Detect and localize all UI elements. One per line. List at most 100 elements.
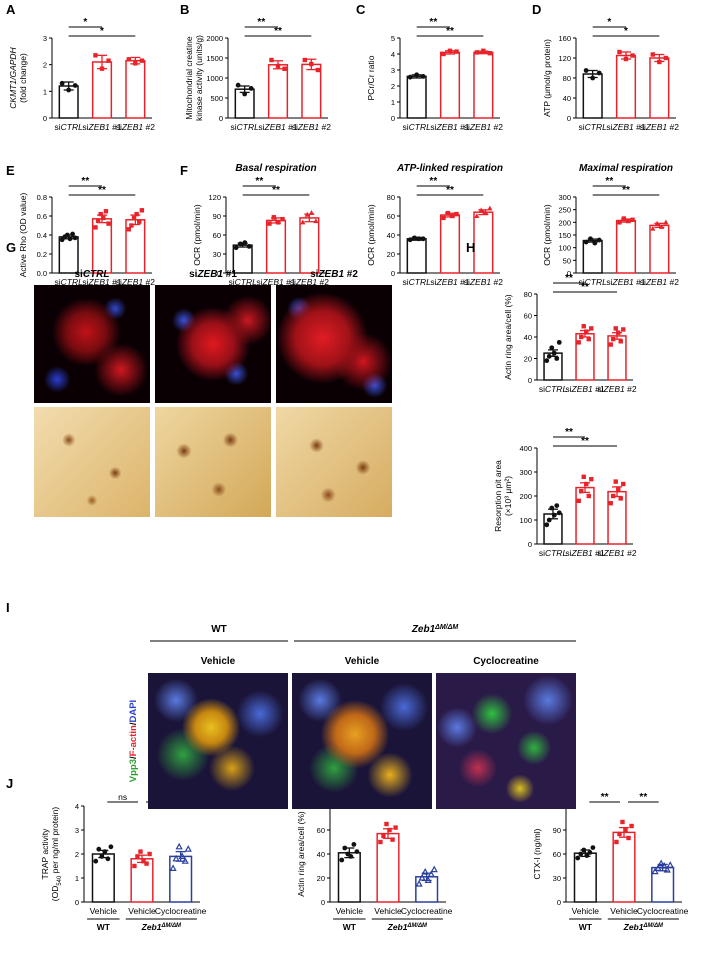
data-point: [620, 819, 625, 825]
data-point: [650, 225, 656, 231]
label-part: si: [402, 277, 408, 287]
y-tick-label: 300: [519, 468, 532, 477]
data-point: [169, 864, 177, 871]
x-tick-label: Cyclocreatine: [401, 906, 453, 916]
label-part: si: [464, 277, 470, 287]
data-point: [621, 481, 626, 487]
data-point: [407, 237, 413, 243]
label-part: si: [430, 277, 436, 287]
bar: [439, 51, 461, 119]
data-point: [354, 849, 360, 854]
data-point: [611, 336, 616, 342]
label-part: ZEB1: [295, 277, 318, 287]
data-point: [626, 835, 631, 841]
x-tick-label: siZEB1 #2: [464, 277, 503, 287]
data-point: [578, 851, 584, 857]
data-point: [144, 861, 149, 866]
data-point: [625, 218, 631, 224]
y-tick-label: 100: [558, 244, 571, 253]
data-point: [393, 825, 398, 830]
data-point: [576, 498, 581, 503]
bar: [615, 54, 637, 119]
data-point: [134, 211, 139, 217]
data-point: [657, 59, 662, 65]
x-tick-label: Cyclocreatine: [155, 906, 207, 916]
data-point: [137, 219, 142, 224]
data-point: [441, 51, 446, 57]
y-tick-label: 80: [387, 193, 395, 202]
x-tick-label: siCTRL: [230, 122, 259, 132]
data-point: [581, 847, 587, 853]
label-part: si: [74, 269, 83, 280]
sig-label: **: [565, 427, 573, 438]
y-axis-label: Mitochondrial creatine: [184, 36, 194, 119]
data-point: [618, 496, 623, 501]
data-point: [630, 217, 635, 222]
label-part: ZEB1: [121, 122, 144, 132]
label-part: F-actin: [128, 725, 139, 756]
data-point: [546, 353, 552, 359]
x-tick-label: siZEB1 #1: [565, 384, 604, 394]
panel-letter-C: C: [356, 2, 366, 17]
data-point: [544, 358, 550, 364]
y-tick-label: 1: [75, 874, 79, 883]
y-tick-label: 0: [557, 898, 561, 907]
data-point: [233, 245, 239, 251]
data-point: [623, 56, 629, 62]
y-tick-label: 60: [553, 850, 561, 859]
data-point: [654, 220, 660, 226]
data-point: [175, 842, 183, 850]
group-label: WT: [97, 922, 111, 932]
x-tick-label: siCTRL: [402, 122, 431, 132]
data-point: [93, 53, 98, 58]
sig-label: **: [581, 282, 589, 293]
data-point: [181, 857, 189, 864]
x-tick-label: siZEB1 #2: [290, 277, 329, 287]
y-axis-label: PCr/Cr ratio: [366, 55, 376, 100]
y-axis-label: OCR (pmol/min): [542, 204, 552, 266]
data-point: [616, 486, 621, 491]
data-point: [441, 215, 446, 221]
y-tick-label: 50: [563, 256, 571, 265]
x-tick-label: siZEB1 #2: [116, 122, 155, 132]
label-part: ZEB1: [469, 122, 492, 132]
data-point: [481, 48, 486, 53]
data-point: [613, 326, 618, 331]
y-tick-label: 0: [75, 898, 79, 907]
y-tick-label: 200: [558, 218, 571, 227]
data-point: [282, 66, 287, 71]
data-point: [275, 63, 281, 69]
y-tick-label: 2: [43, 61, 47, 70]
y-axis-label: CKMT1/GAPDH: [8, 46, 18, 108]
data-point: [658, 224, 665, 229]
data-point: [621, 216, 627, 221]
label-part: ZEB1: [297, 122, 320, 132]
data-point: [654, 864, 662, 871]
bar: [582, 239, 603, 274]
label-part: CTRL: [409, 122, 431, 132]
label-part: si: [430, 122, 436, 132]
data-point: [308, 210, 315, 215]
label-part: ΔM/ΔM: [160, 923, 182, 929]
data-point: [342, 845, 348, 851]
x-tick-label: Vehicle: [128, 906, 156, 916]
chart-K: 020406080VehicleVehicleCyclocreatineWTZe…: [296, 792, 453, 932]
y-tick-label: 0.0: [37, 269, 47, 278]
data-point: [588, 236, 593, 242]
x-tick-label: siZEB1 #1: [430, 277, 469, 287]
data-point: [663, 219, 669, 225]
label-part: ZEB1: [603, 548, 626, 558]
data-point: [133, 61, 138, 66]
x-tick-label: Vehicle: [610, 906, 638, 916]
x-tick-label: siZEB1 #2: [116, 277, 155, 287]
data-point: [138, 849, 143, 854]
data-point: [412, 235, 417, 241]
x-tick-label: siCTRL: [578, 277, 607, 287]
label-part: si: [606, 277, 612, 287]
data-point: [424, 876, 432, 883]
data-point: [586, 493, 591, 499]
